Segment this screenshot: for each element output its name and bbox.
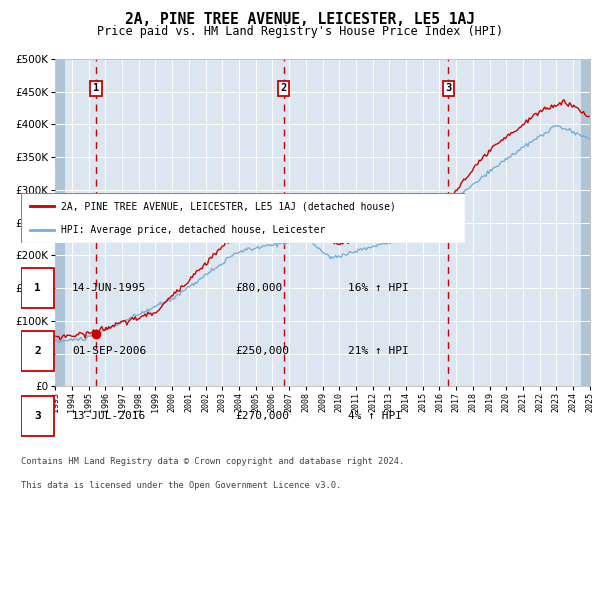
Text: 2: 2 xyxy=(34,346,41,356)
Bar xyxy=(21,268,54,307)
Text: 1: 1 xyxy=(93,83,99,93)
Text: 4% ↑ HPI: 4% ↑ HPI xyxy=(348,411,402,421)
Text: 14-JUN-1995: 14-JUN-1995 xyxy=(72,283,146,293)
Bar xyxy=(581,59,590,386)
Text: 21% ↑ HPI: 21% ↑ HPI xyxy=(348,346,409,356)
Text: HPI: Average price, detached house, Leicester: HPI: Average price, detached house, Leic… xyxy=(61,225,325,235)
Text: 01-SEP-2006: 01-SEP-2006 xyxy=(72,346,146,356)
Text: 3: 3 xyxy=(34,411,41,421)
Text: This data is licensed under the Open Government Licence v3.0.: This data is licensed under the Open Gov… xyxy=(21,481,341,490)
Text: £270,000: £270,000 xyxy=(235,411,289,421)
Text: 2A, PINE TREE AVENUE, LEICESTER, LE5 1AJ: 2A, PINE TREE AVENUE, LEICESTER, LE5 1AJ xyxy=(125,12,475,27)
Text: 16% ↑ HPI: 16% ↑ HPI xyxy=(348,283,409,293)
Text: 3: 3 xyxy=(445,83,452,93)
Bar xyxy=(21,331,54,371)
Text: 2A, PINE TREE AVENUE, LEICESTER, LE5 1AJ (detached house): 2A, PINE TREE AVENUE, LEICESTER, LE5 1AJ… xyxy=(61,201,396,211)
Bar xyxy=(55,59,65,386)
Text: Contains HM Land Registry data © Crown copyright and database right 2024.: Contains HM Land Registry data © Crown c… xyxy=(21,457,404,466)
Text: Price paid vs. HM Land Registry's House Price Index (HPI): Price paid vs. HM Land Registry's House … xyxy=(97,25,503,38)
Text: 13-JUL-2016: 13-JUL-2016 xyxy=(72,411,146,421)
Text: £80,000: £80,000 xyxy=(235,283,283,293)
Text: 2: 2 xyxy=(280,83,287,93)
Text: 1: 1 xyxy=(34,283,41,293)
Text: £250,000: £250,000 xyxy=(235,346,289,356)
Bar xyxy=(21,396,54,435)
